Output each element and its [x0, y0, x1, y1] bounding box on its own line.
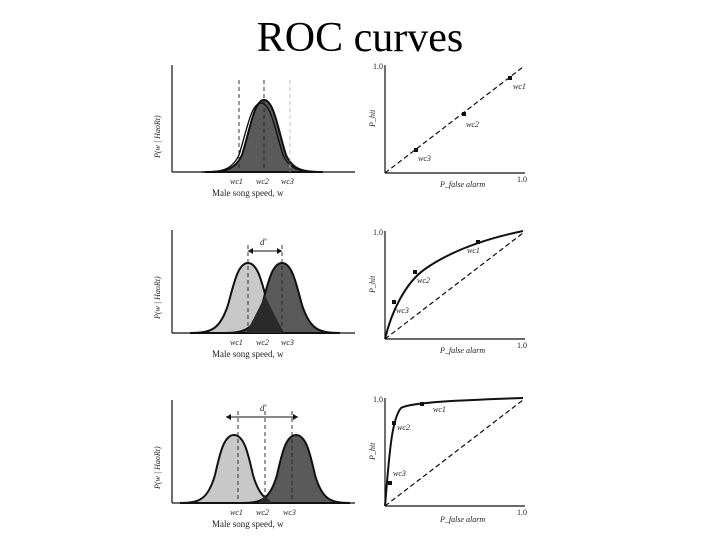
roc-curve — [384, 397, 524, 507]
x-tick-label: 1.0 — [517, 508, 527, 517]
roc-point-label-3: wc3 — [393, 469, 406, 478]
x-tick-label: 1.0 — [517, 175, 527, 184]
roc-point-label-2: wc2 — [466, 120, 479, 129]
signal-distribution — [241, 433, 351, 504]
distribution-panel-2: d' wc1 wc2 wc3 Male song speed, w P(w | … — [153, 230, 355, 359]
chance-diagonal — [384, 66, 524, 174]
d-prime-label: d' — [260, 237, 268, 247]
y-axis-label: P(w | HaoRt) — [153, 446, 162, 490]
slide-title: ROC curves — [256, 15, 464, 61]
y-axis-label: P(w | HaoRt) — [153, 276, 162, 320]
overlap-region — [246, 295, 284, 333]
roc-point-1 — [508, 76, 512, 80]
x-axis-label: P_false alarm — [439, 346, 485, 355]
y-axis-label: P_hit — [368, 275, 377, 294]
y-tick-label: 1.0 — [373, 395, 383, 404]
roc-panel-2: wc3 wc2 wc1 1.0 1.0 P_false alarm P_hit — [368, 228, 527, 355]
y-axis-label: P(w | HaoRt) — [153, 115, 162, 159]
roc-curve — [384, 230, 524, 340]
criterion-label-2: wc2 — [256, 508, 269, 517]
chance-diagonal — [384, 399, 524, 507]
x-axis-label: Male song speed, w — [212, 349, 284, 359]
d-prime-arrowhead-left — [226, 414, 231, 420]
distribution-panel-1: wc1 wc2 wc3 Male song speed, w P(w | Hao… — [153, 65, 355, 198]
y-tick-label: 1.0 — [373, 62, 383, 71]
distribution-panel-3: d' wc1 wc2 wc3 Male song speed, w P(w | … — [153, 400, 355, 529]
roc-point-1 — [476, 240, 480, 244]
criterion-label-1: wc1 — [230, 177, 243, 186]
x-axis-label: Male song speed, w — [212, 519, 284, 529]
y-axis-label: P_hit — [368, 442, 377, 461]
roc-point-2 — [462, 112, 466, 116]
d-prime-arrowhead-left — [248, 248, 253, 254]
d-prime-label: d' — [260, 403, 268, 413]
criterion-label-2: wc2 — [256, 338, 269, 347]
criterion-label-2: wc2 — [256, 177, 269, 186]
roc-point-3 — [388, 481, 392, 485]
x-axis-label: Male song speed, w — [212, 188, 284, 198]
d-prime-arrowhead-right — [277, 248, 282, 254]
x-tick-label: 1.0 — [517, 341, 527, 350]
y-axis-label: P_hit — [368, 109, 377, 128]
criterion-label-3: wc3 — [281, 177, 294, 186]
criterion-label-3: wc3 — [281, 338, 294, 347]
criterion-label-1: wc1 — [230, 508, 243, 517]
roc-panel-1: wc3 wc2 wc1 1.0 1.0 P_false alarm P_hit — [368, 62, 527, 189]
roc-point-1 — [420, 402, 424, 406]
criterion-label-1: wc1 — [230, 338, 243, 347]
noise-distribution — [179, 433, 289, 504]
roc-panel-3: wc3 wc2 wc1 1.0 1.0 P_false alarm P_hit — [368, 395, 527, 524]
roc-point-label-2: wc2 — [417, 276, 430, 285]
roc-point-label-3: wc3 — [418, 154, 431, 163]
roc-point-2 — [413, 270, 417, 274]
x-axis-label: P_false alarm — [439, 515, 485, 524]
roc-point-2 — [392, 421, 396, 425]
roc-point-label-1: wc1 — [433, 405, 446, 414]
roc-point-3 — [414, 148, 418, 152]
roc-point-label-2: wc2 — [397, 423, 410, 432]
roc-figure: wc1 wc2 wc3 Male song speed, w P(w | Hao… — [150, 55, 540, 535]
x-axis-label: P_false alarm — [439, 180, 485, 189]
roc-point-3 — [392, 300, 396, 304]
criterion-label-3: wc3 — [283, 508, 296, 517]
roc-point-label-1: wc1 — [513, 82, 526, 91]
chance-diagonal — [384, 232, 524, 340]
y-tick-label: 1.0 — [373, 228, 383, 237]
d-prime-arrowhead-right — [293, 414, 298, 420]
roc-point-label-1: wc1 — [467, 246, 480, 255]
roc-point-label-3: wc3 — [396, 306, 409, 315]
